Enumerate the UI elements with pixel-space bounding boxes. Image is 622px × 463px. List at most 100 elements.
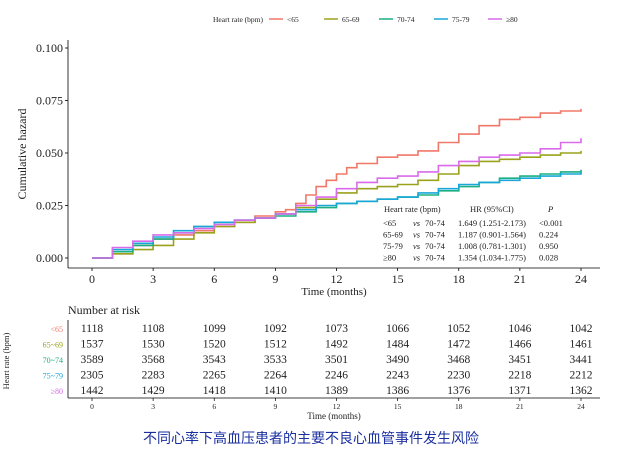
risk-cell: 3441 [570,354,593,366]
risk-cell: 1461 [570,339,593,351]
risk-cell: 1512 [264,339,287,351]
risk-x-tick-label: 24 [577,402,585,411]
risk-cell: 3589 [81,354,104,366]
hr-row-vs: vs [413,241,421,251]
x-tick-label: 3 [150,272,156,286]
risk-cell: 1466 [508,339,531,351]
risk-cell: 2246 [325,370,348,382]
risk-cell: 1118 [81,323,103,335]
risk-row-label-lt65: <65 [50,325,63,334]
risk-cell: 2218 [508,370,531,382]
hr-row-ci: 1.187 (0.901-1.564) [458,230,526,240]
x-tick-label: 21 [514,272,526,286]
risk-x-tick-label: 9 [274,402,278,411]
risk-x-tick-label: 18 [455,402,463,411]
risk-x-tick-label: 3 [151,402,155,411]
hr-table: Heart rate (bpm) HR (95%CI) P <65 vs 70-74 1.6… [383,204,563,263]
x-tick-label: 12 [331,272,343,286]
risk-row-label-65-69: 65~69 [43,341,63,350]
hr-row-ref: 70-74 [425,230,446,240]
hr-row-group: <65 [383,218,396,228]
risk-cell: 1537 [81,339,104,351]
risk-cell: 1092 [264,323,287,335]
risk-cell: 1376 [447,385,470,397]
x-tick-label: 6 [211,272,217,286]
risk-cell: 3533 [264,354,287,366]
risk-cell: 1389 [325,385,348,397]
hr-header-group: Heart rate (bpm) [384,204,441,214]
risk-cell: 1362 [570,385,593,397]
x-axis-title: Time (months) [301,286,367,298]
risk-cell: 2305 [81,370,104,382]
risk-cell: 3543 [203,354,226,366]
hr-row-ref: 70-74 [425,241,446,251]
risk-cell: 1410 [264,385,287,397]
risk-table: Number at risk Heart rate (bpm) <65 1118 110… [1,303,600,421]
hr-header-hr: HR (95%CI) [470,204,514,214]
risk-cell: 1472 [447,339,470,351]
hr-row-vs: vs [413,253,421,263]
risk-cell: 2230 [447,370,470,382]
risk-cell: 1099 [203,323,226,335]
y-tick-label: 0.100 [36,41,63,55]
risk-cell: 1066 [386,323,409,335]
legend: Heart rate (bpm) <65 65-69 70-74 75-79 ≥80 [213,15,518,24]
risk-cell: 1073 [325,323,348,335]
legend-label-lt65: <65 [287,15,299,24]
hr-row-vs: vs [413,230,421,240]
risk-cell: 3468 [447,354,470,366]
risk-row-label-75-79: 75~79 [43,372,63,381]
hazard-curves [92,108,582,259]
hazard-plot-axes: 0.000 0.025 0.050 0.075 0.100 0 3 6 9 12 15 18 21 24 T… [15,40,600,298]
risk-x-tick-label: 12 [333,402,341,411]
risk-cell: 2212 [570,370,593,382]
risk-x-tick-label: 21 [516,402,524,411]
risk-cell: 1492 [325,339,348,351]
risk-cell: 3501 [325,354,348,366]
legend-title: Heart rate (bpm) [213,15,263,24]
hr-row-p: <0.001 [539,218,563,228]
hr-row-ref: 70-74 [425,253,446,263]
risk-cell: 1442 [81,385,104,397]
hr-row-group: 65-69 [383,230,403,240]
risk-cell: 2264 [264,370,287,382]
risk-row-label-70-74: 70~74 [43,356,63,365]
y-axis-title: Cumulative hazard [15,109,29,200]
risk-cell: 2243 [386,370,409,382]
x-tick-label: 24 [575,272,587,286]
hr-row-ci: 1.649 (1.251-2.173) [458,218,526,228]
risk-cell: 1418 [203,385,226,397]
risk-cell: 3568 [142,354,165,366]
hr-row-p: 0.028 [539,253,558,263]
risk-cell: 1371 [508,385,531,397]
risk-cell: 1530 [142,339,165,351]
hr-row-p: 0.224 [539,230,559,240]
hr-row-p: 0.950 [539,241,558,251]
hr-row-ref: 70-74 [425,218,446,228]
risk-x-tick-label: 15 [394,402,402,411]
figure-caption: 不同心率下高血压患者的主要不良心血管事件发生风险 [143,431,479,447]
hr-row-ci: 1.354 (1.034-1.775) [458,253,526,263]
risk-cell: 2283 [142,370,165,382]
risk-x-axis-title: Time (months) [307,411,360,421]
y-tick-label: 0.050 [36,146,63,160]
risk-cell: 1108 [142,323,165,335]
legend-label-70-74: 70-74 [397,15,415,24]
risk-cell: 3451 [508,354,531,366]
x-tick-label: 9 [272,272,278,286]
y-tick-label: 0.000 [36,251,63,265]
y-tick-label: 0.075 [36,94,63,108]
risk-x-tick-label: 6 [212,402,216,411]
risk-cell: 2265 [203,370,226,382]
risk-table-title: Number at risk [68,303,140,317]
y-tick-label: 0.025 [36,199,63,213]
hr-row-vs: vs [413,218,421,228]
risk-cell: 1429 [142,385,165,397]
risk-cell: 1042 [570,323,593,335]
legend-label-ge80: ≥80 [506,15,518,24]
risk-cell: 1052 [447,323,470,335]
risk-cell: 1520 [203,339,226,351]
hr-row-group: 75-79 [383,241,403,251]
risk-row-label-ge80: ≥80 [51,387,63,396]
